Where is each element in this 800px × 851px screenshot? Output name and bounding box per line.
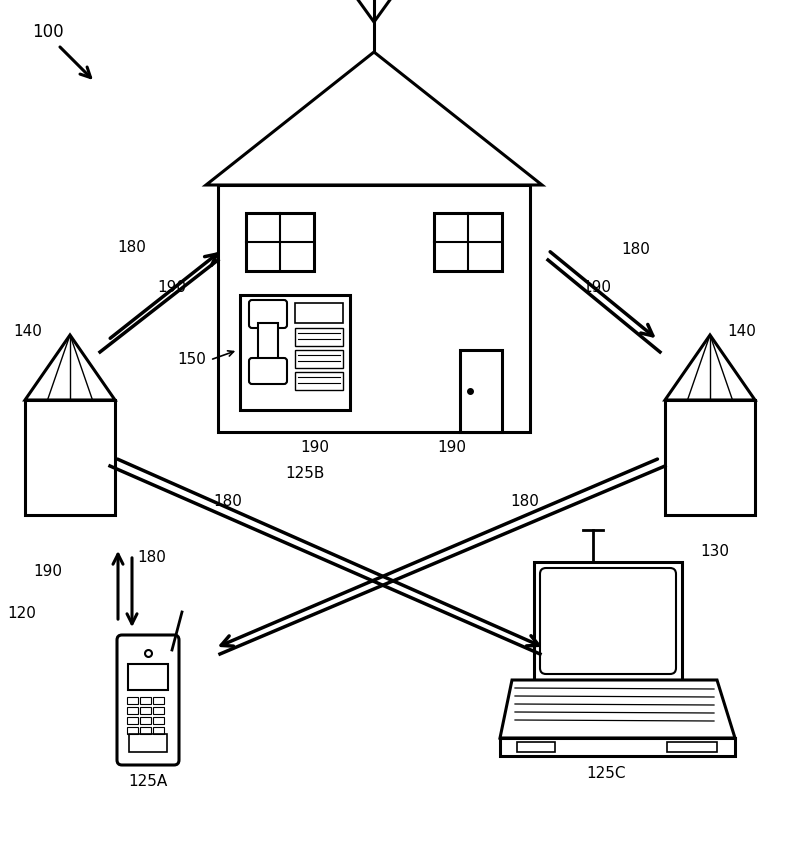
Text: 140: 140 (727, 324, 757, 340)
Text: 190: 190 (438, 441, 466, 455)
Text: 125C: 125C (586, 767, 626, 781)
Text: 190: 190 (301, 441, 330, 455)
Bar (153, 717, 164, 724)
Polygon shape (356, 0, 392, 22)
Bar (517, 742, 555, 752)
Text: 190: 190 (34, 564, 62, 580)
FancyBboxPatch shape (249, 300, 287, 328)
FancyBboxPatch shape (249, 358, 287, 384)
FancyBboxPatch shape (540, 568, 676, 674)
Text: 100: 100 (32, 23, 64, 41)
Text: 120: 120 (7, 607, 37, 621)
Bar (460, 350, 502, 432)
Text: 180: 180 (118, 241, 146, 255)
Text: 125A: 125A (128, 774, 168, 790)
Polygon shape (500, 738, 735, 756)
Bar (153, 697, 164, 704)
Text: 150: 150 (178, 352, 206, 368)
Bar (140, 697, 151, 704)
Text: 190: 190 (582, 281, 611, 295)
Text: 190: 190 (158, 281, 186, 295)
Text: 180: 180 (510, 494, 539, 510)
Bar (127, 697, 138, 704)
Bar (128, 664, 168, 690)
Bar (218, 185, 530, 432)
Bar (129, 734, 167, 752)
Bar (240, 295, 350, 410)
Text: 130: 130 (701, 545, 730, 559)
FancyBboxPatch shape (117, 635, 179, 765)
Bar (534, 562, 682, 680)
Bar (295, 328, 343, 346)
Bar (140, 717, 151, 724)
Bar (295, 303, 343, 323)
Bar (140, 707, 151, 714)
Text: 180: 180 (622, 243, 650, 258)
Bar (295, 350, 343, 368)
Polygon shape (25, 335, 115, 400)
Text: 180: 180 (138, 551, 166, 566)
Bar (153, 707, 164, 714)
Bar (127, 707, 138, 714)
Bar (665, 400, 755, 515)
Bar (25, 400, 115, 515)
Polygon shape (665, 335, 755, 400)
Bar (153, 727, 164, 734)
Text: 125B: 125B (286, 465, 325, 481)
Bar (246, 213, 314, 271)
Text: 140: 140 (14, 324, 42, 340)
Bar (258, 323, 278, 363)
Bar (434, 213, 502, 271)
Bar (127, 717, 138, 724)
Bar (140, 727, 151, 734)
Text: 180: 180 (214, 494, 242, 510)
Polygon shape (500, 680, 735, 738)
Bar (127, 727, 138, 734)
Bar (295, 372, 343, 390)
Bar (667, 742, 717, 752)
